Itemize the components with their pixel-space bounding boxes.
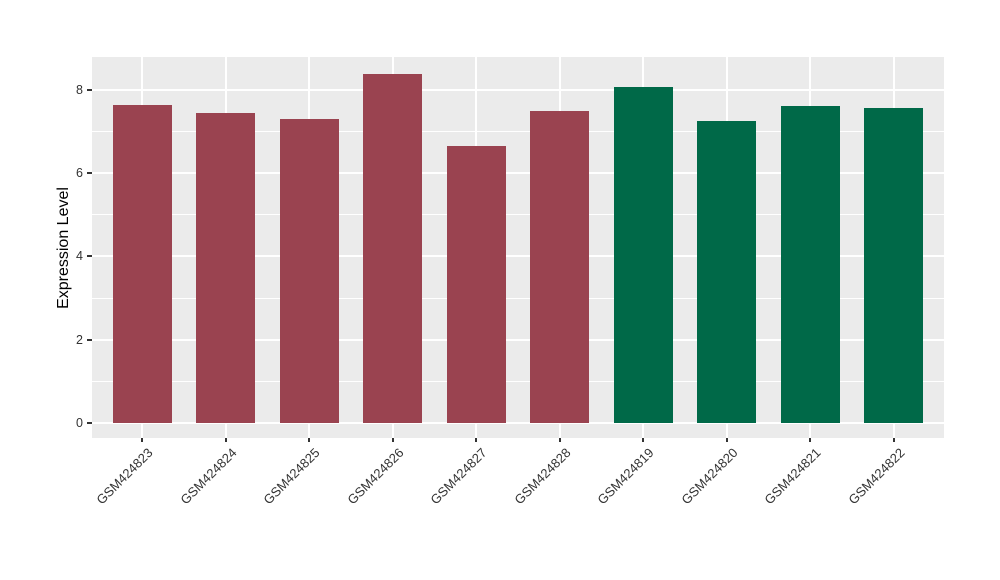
y-major-gridline xyxy=(92,422,944,424)
y-tick-label: 6 xyxy=(76,166,83,181)
bar-GSM424822 xyxy=(864,108,924,423)
x-tick-label: GSM424822 xyxy=(845,445,908,508)
bar-GSM424827 xyxy=(446,146,506,423)
y-minor-gridline xyxy=(92,297,944,299)
y-tick-mark xyxy=(87,88,92,91)
y-minor-gridline xyxy=(92,214,944,216)
y-major-gridline xyxy=(92,88,944,91)
y-major-gridline xyxy=(92,172,944,175)
y-minor-gridline xyxy=(92,380,944,382)
x-tick-mark xyxy=(809,438,812,442)
y-tick-mark xyxy=(87,172,92,175)
bar-GSM424825 xyxy=(279,119,339,423)
x-tick-mark xyxy=(558,438,561,442)
x-tick-mark xyxy=(141,438,144,442)
x-tick-mark xyxy=(224,438,227,442)
x-tick-mark xyxy=(308,438,311,442)
bar-GSM424820 xyxy=(697,120,757,423)
y-major-gridline xyxy=(92,255,944,258)
bar-GSM424819 xyxy=(613,86,673,423)
x-tick-mark xyxy=(725,438,728,442)
bar-GSM424826 xyxy=(363,74,423,423)
y-tick-mark xyxy=(87,422,92,424)
y-tick-mark xyxy=(87,255,92,258)
bar-GSM424828 xyxy=(530,110,590,423)
y-tick-label: 8 xyxy=(76,82,83,97)
x-tick-mark xyxy=(475,438,478,442)
y-tick-label: 4 xyxy=(76,249,83,264)
bar-GSM424824 xyxy=(196,112,256,423)
bar-GSM424821 xyxy=(780,106,840,423)
y-tick-label: 0 xyxy=(76,416,83,430)
bar-GSM424823 xyxy=(112,105,172,423)
y-minor-gridline xyxy=(92,131,944,133)
x-tick-mark xyxy=(642,438,645,442)
y-tick-label: 2 xyxy=(76,332,83,347)
x-tick-mark xyxy=(391,438,394,442)
x-tick-mark xyxy=(892,438,895,442)
y-tick-mark xyxy=(87,338,92,341)
y-axis-title: Expression Level xyxy=(55,187,72,309)
y-major-gridline xyxy=(92,338,944,341)
